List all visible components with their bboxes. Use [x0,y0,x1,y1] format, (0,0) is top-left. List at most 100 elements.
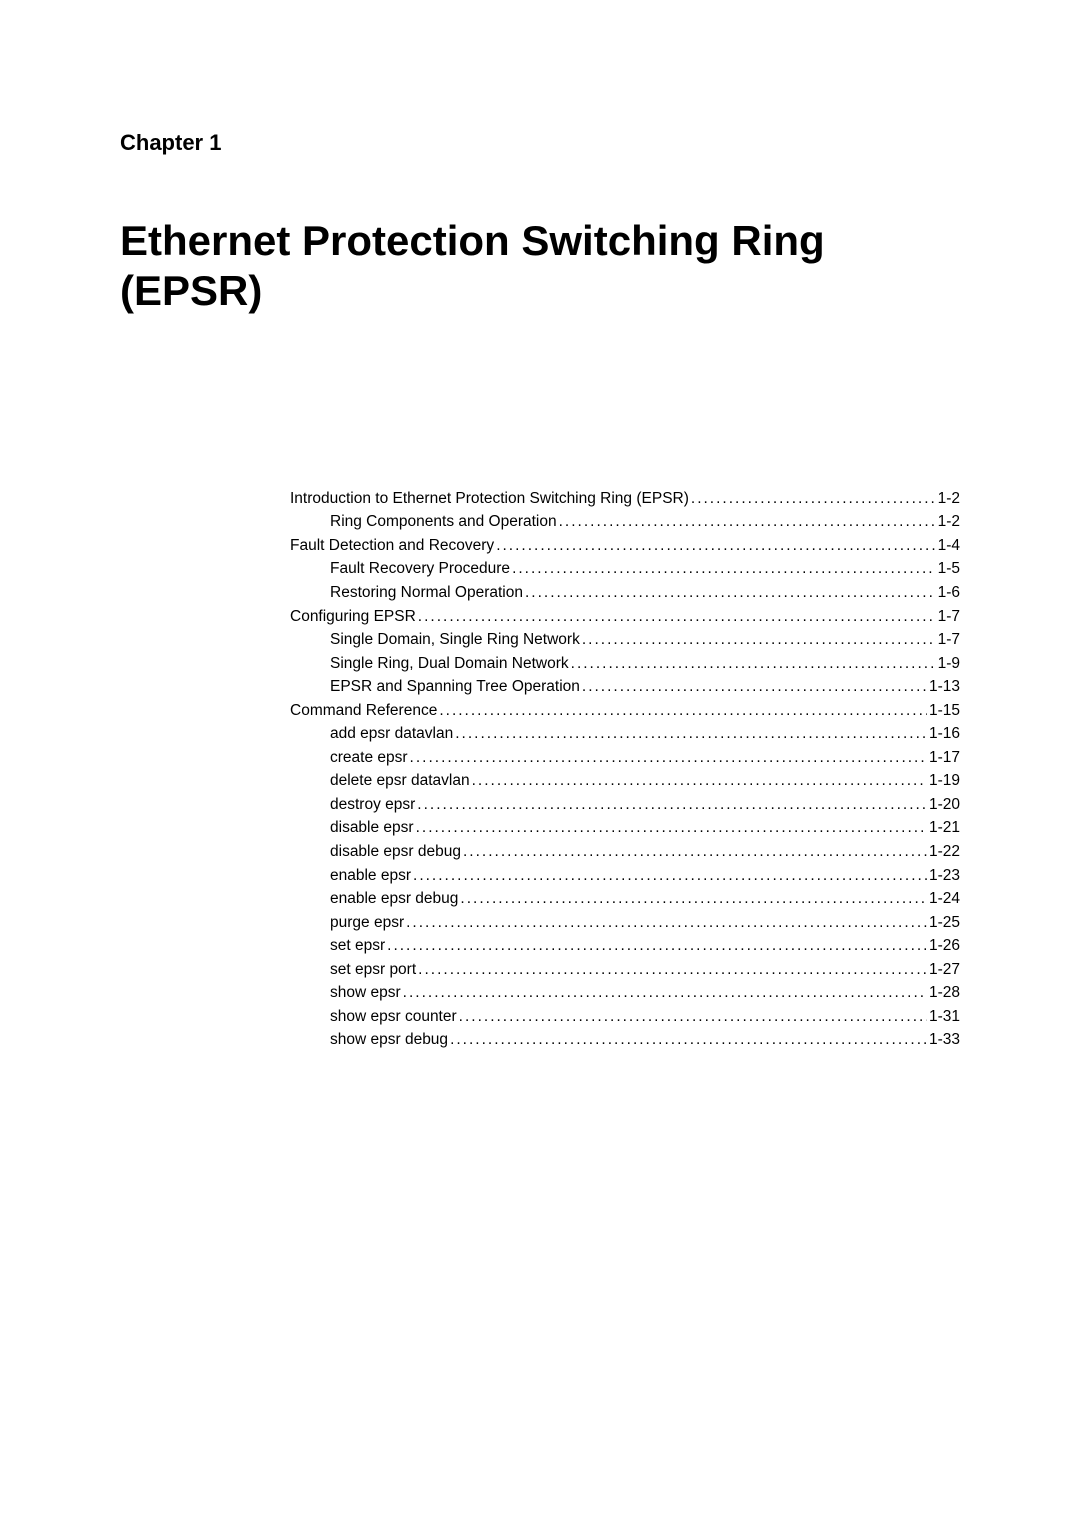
toc-page-number: 1-27 [929,958,960,982]
toc-row: Command Reference 1-15 [290,699,960,723]
toc-row: disable epsr debug 1-22 [290,840,960,864]
toc-page-number: 1-6 [938,581,960,605]
toc-label: Restoring Normal Operation [330,581,523,605]
toc-label: show epsr [330,981,401,1005]
toc-row: add epsr datavlan 1-16 [290,722,960,746]
toc-row: Fault Detection and Recovery 1-4 [290,534,960,558]
toc-page-number: 1-20 [929,793,960,817]
toc-label: enable epsr debug [330,887,458,911]
toc-label: show epsr debug [330,1028,448,1052]
toc-leader-dots [571,652,936,676]
toc-label: EPSR and Spanning Tree Operation [330,675,580,699]
toc-row: Single Ring, Dual Domain Network 1-9 [290,652,960,676]
toc-leader-dots [416,816,927,840]
toc-page-number: 1-16 [929,722,960,746]
toc-label: set epsr port [330,958,416,982]
toc-label: set epsr [330,934,385,958]
toc-row: Single Domain, Single Ring Network 1-7 [290,628,960,652]
toc-page-number: 1-33 [929,1028,960,1052]
table-of-contents: Introduction to Ethernet Protection Swit… [290,487,960,1052]
toc-row: Ring Components and Operation 1-2 [290,510,960,534]
toc-row: show epsr 1-28 [290,981,960,1005]
toc-label: Single Ring, Dual Domain Network [330,652,569,676]
toc-page-number: 1-4 [938,534,960,558]
toc-page-number: 1-2 [938,487,960,511]
toc-leader-dots [439,699,927,723]
toc-leader-dots [403,981,927,1005]
toc-row: disable epsr 1-21 [290,816,960,840]
toc-row: EPSR and Spanning Tree Operation 1-13 [290,675,960,699]
toc-row: purge epsr 1-25 [290,911,960,935]
toc-label: destroy epsr [330,793,415,817]
toc-row: delete epsr datavlan 1-19 [290,769,960,793]
chapter-title-line2: (EPSR) [120,267,262,314]
toc-leader-dots [496,534,935,558]
toc-page-number: 1-31 [929,1005,960,1029]
toc-leader-dots [450,1028,927,1052]
toc-page-number: 1-7 [938,605,960,629]
toc-row: destroy epsr 1-20 [290,793,960,817]
page-container: Chapter 1 Ethernet Protection Switching … [0,0,1080,1052]
toc-label: Command Reference [290,699,437,723]
toc-label: create epsr [330,746,408,770]
toc-page-number: 1-22 [929,840,960,864]
toc-label: purge epsr [330,911,404,935]
toc-label: disable epsr debug [330,840,461,864]
toc-page-number: 1-17 [929,746,960,770]
toc-leader-dots [559,510,936,534]
toc-page-number: 1-26 [929,934,960,958]
toc-row: Introduction to Ethernet Protection Swit… [290,487,960,511]
toc-row: Fault Recovery Procedure 1-5 [290,557,960,581]
toc-leader-dots [582,628,936,652]
toc-leader-dots [410,746,927,770]
toc-leader-dots [459,1005,927,1029]
toc-page-number: 1-24 [929,887,960,911]
toc-leader-dots [512,557,936,581]
toc-page-number: 1-7 [938,628,960,652]
chapter-title: Ethernet Protection Switching Ring (EPSR… [120,216,960,317]
toc-leader-dots [472,769,927,793]
toc-row: set epsr port 1-27 [290,958,960,982]
toc-leader-dots [582,675,927,699]
chapter-label: Chapter 1 [120,130,960,156]
toc-page-number: 1-19 [929,769,960,793]
toc-leader-dots [455,722,927,746]
toc-page-number: 1-2 [938,510,960,534]
toc-label: delete epsr datavlan [330,769,470,793]
toc-label: add epsr datavlan [330,722,453,746]
toc-label: enable epsr [330,864,411,888]
toc-page-number: 1-21 [929,816,960,840]
toc-page-number: 1-25 [929,911,960,935]
toc-leader-dots [418,605,936,629]
chapter-title-line1: Ethernet Protection Switching Ring [120,217,825,264]
toc-row: Configuring EPSR 1-7 [290,605,960,629]
toc-page-number: 1-13 [929,675,960,699]
toc-row: enable epsr 1-23 [290,864,960,888]
toc-label: disable epsr [330,816,414,840]
toc-leader-dots [525,581,936,605]
toc-row: show epsr debug 1-33 [290,1028,960,1052]
toc-leader-dots [406,911,927,935]
toc-leader-dots [417,793,927,817]
toc-label: Fault Detection and Recovery [290,534,494,558]
toc-label: Single Domain, Single Ring Network [330,628,580,652]
toc-row: show epsr counter 1-31 [290,1005,960,1029]
toc-row: Restoring Normal Operation 1-6 [290,581,960,605]
toc-page-number: 1-15 [929,699,960,723]
toc-row: set epsr 1-26 [290,934,960,958]
toc-leader-dots [463,840,927,864]
toc-leader-dots [460,887,927,911]
toc-page-number: 1-9 [938,652,960,676]
toc-label: Fault Recovery Procedure [330,557,510,581]
toc-leader-dots [418,958,927,982]
toc-label: Ring Components and Operation [330,510,557,534]
toc-page-number: 1-28 [929,981,960,1005]
toc-row: create epsr 1-17 [290,746,960,770]
toc-leader-dots [387,934,927,958]
toc-leader-dots [691,487,936,511]
toc-leader-dots [413,864,927,888]
toc-page-number: 1-23 [929,864,960,888]
toc-label: Introduction to Ethernet Protection Swit… [290,487,689,511]
toc-label: Configuring EPSR [290,605,416,629]
toc-label: show epsr counter [330,1005,457,1029]
